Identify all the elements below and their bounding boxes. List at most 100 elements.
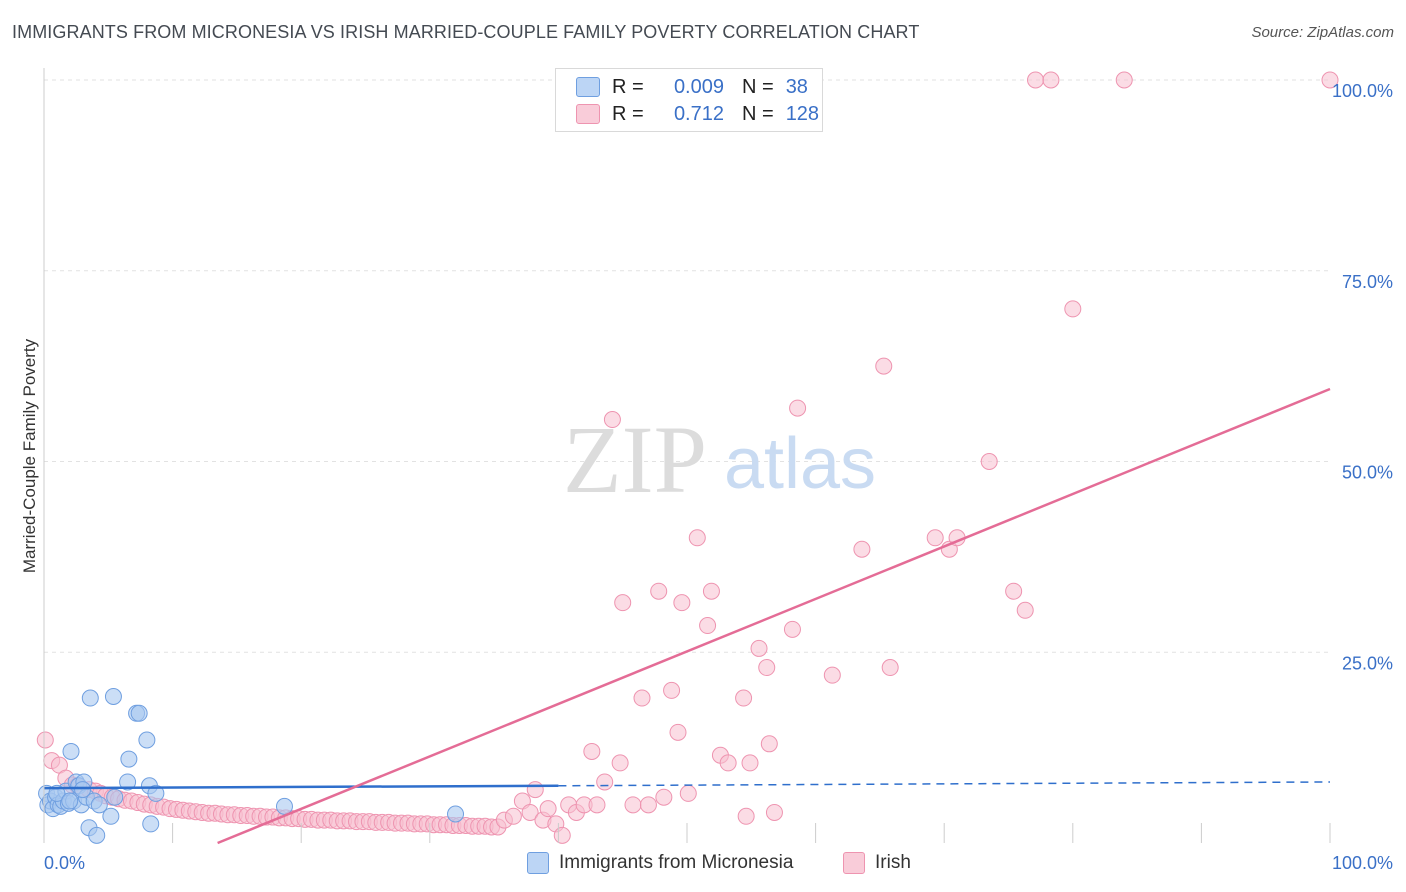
- irish-point: [583, 742, 601, 760]
- irish-point: [702, 582, 720, 600]
- irish-point: [614, 594, 632, 612]
- bottom-legend-irish: Irish: [843, 852, 911, 874]
- x-tick-label: 0.0%: [44, 853, 85, 873]
- micronesia-point: [90, 796, 108, 814]
- irish-point: [673, 594, 691, 612]
- irish-point: [521, 803, 539, 821]
- legend-r-value: 0.009: [673, 75, 724, 98]
- micronesia-point: [130, 704, 148, 722]
- legend-swatch-pink: [576, 104, 600, 124]
- legend-swatch-blue: [576, 77, 600, 97]
- micronesia-point: [138, 731, 156, 749]
- irish-point: [1321, 71, 1339, 89]
- irish-point: [737, 807, 755, 825]
- chart-title: IMMIGRANTS FROM MICRONESIA VS IRISH MARR…: [12, 22, 920, 42]
- micronesia-trend-extension: [558, 781, 1331, 787]
- irish-point: [504, 807, 522, 825]
- y-tick-label: 100.0%: [1332, 81, 1393, 101]
- micronesia-point: [102, 807, 120, 825]
- irish-point: [650, 582, 668, 600]
- legend-n-label: N =: [742, 75, 774, 98]
- legend-n-label: N =: [742, 102, 774, 125]
- y-tick-label: 75.0%: [1342, 272, 1393, 292]
- irish-point: [823, 666, 841, 684]
- irish-point: [539, 800, 557, 818]
- legend-r-label: R =: [612, 102, 644, 125]
- irish-point: [875, 357, 893, 375]
- micronesia-point: [119, 773, 137, 791]
- irish-trend-line: [217, 387, 1331, 845]
- watermark-atlas: atlas: [724, 424, 876, 504]
- irish-point: [926, 529, 944, 547]
- irish-point: [783, 620, 801, 638]
- irish-point: [881, 659, 899, 677]
- irish-point: [624, 796, 642, 814]
- bottom-legend-swatch-pink: [843, 852, 865, 874]
- legend-n-value: 38: [785, 75, 808, 98]
- legend-row-micronesia: R = 0.009 N = 38: [576, 74, 808, 100]
- irish-point: [750, 639, 768, 657]
- micronesia-point: [74, 781, 92, 799]
- irish-point: [735, 689, 753, 707]
- watermark-zip: ZIP: [563, 406, 707, 513]
- legend-r-label: R =: [612, 75, 644, 98]
- micronesia-point: [447, 805, 465, 823]
- irish-point: [1115, 71, 1133, 89]
- micronesia-point: [104, 688, 122, 706]
- legend-n-value: 128: [785, 102, 820, 125]
- bottom-legend-swatch-blue: [527, 852, 549, 874]
- irish-point: [853, 540, 871, 558]
- bottom-legend-label-micronesia: Immigrants from Micronesia: [559, 852, 794, 873]
- irish-point: [699, 617, 717, 635]
- irish-point: [603, 411, 621, 429]
- irish-point: [669, 723, 687, 741]
- micronesia-point: [106, 788, 124, 806]
- irish-point: [1016, 601, 1034, 619]
- bottom-legend-label-irish: Irish: [875, 852, 911, 873]
- y-tick-label: 25.0%: [1342, 653, 1393, 673]
- grid-lines: [44, 79, 1330, 653]
- micronesia-point: [120, 750, 138, 768]
- y-tick-label: 50.0%: [1342, 463, 1393, 483]
- irish-point: [1027, 71, 1045, 89]
- irish-point: [1005, 582, 1023, 600]
- y-axis-label: Married-Couple Family Poverty: [20, 338, 39, 573]
- irish-point: [36, 731, 54, 749]
- irish-point: [663, 681, 681, 699]
- irish-point: [758, 659, 776, 677]
- irish-point: [719, 754, 737, 772]
- irish-point: [789, 399, 807, 417]
- micronesia-point: [88, 826, 106, 844]
- irish-point: [1064, 300, 1082, 318]
- x-tick-label: 100.0%: [1332, 853, 1393, 873]
- irish-point: [741, 754, 759, 772]
- irish-point: [679, 784, 697, 802]
- irish-point: [639, 796, 657, 814]
- stats-legend: R = 0.009 N = 38 R = 0.712 N = 128: [555, 68, 823, 132]
- micronesia-trend-line: [43, 784, 559, 790]
- legend-row-irish: R = 0.712 N = 128: [576, 101, 819, 127]
- source-label: Source: ZipAtlas.com: [1251, 24, 1394, 41]
- irish-point: [688, 529, 706, 547]
- irish-point: [633, 689, 651, 707]
- trend-lines: [43, 387, 1331, 845]
- legend-r-value: 0.712: [673, 102, 724, 125]
- micronesia-point: [61, 792, 79, 810]
- micronesia-points: [38, 688, 465, 844]
- irish-point: [655, 788, 673, 806]
- irish-point: [611, 754, 629, 772]
- irish-point: [526, 781, 544, 799]
- micronesia-point: [142, 815, 160, 833]
- irish-point: [1042, 71, 1060, 89]
- irish-point: [760, 735, 778, 753]
- micronesia-point: [48, 784, 66, 802]
- irish-point: [588, 796, 606, 814]
- irish-point: [765, 803, 783, 821]
- micronesia-point: [81, 689, 99, 707]
- bottom-legend-micronesia: Immigrants from Micronesia: [527, 852, 793, 874]
- irish-point: [980, 453, 998, 470]
- micronesia-point: [62, 742, 80, 760]
- irish-point: [553, 826, 571, 844]
- irish-point: [596, 773, 614, 791]
